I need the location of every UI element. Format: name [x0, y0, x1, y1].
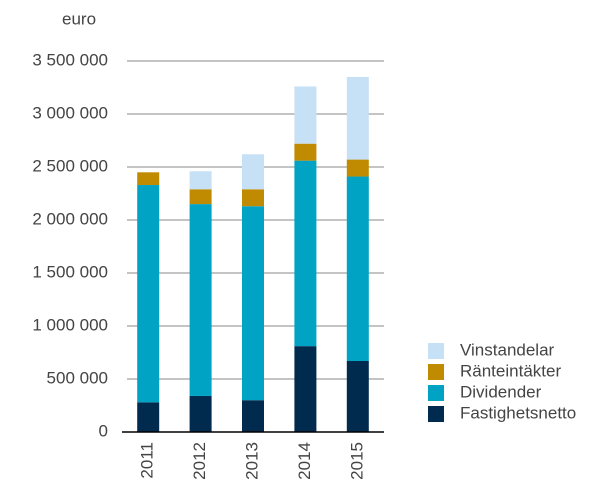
- y-tick-label: 500 000: [47, 368, 108, 387]
- bar-segment: [189, 395, 212, 432]
- bar-segment: [346, 159, 369, 177]
- y-tick-label: 2 500 000: [32, 156, 108, 175]
- x-tick-label: 2015: [347, 442, 366, 480]
- bar-segment: [294, 143, 317, 161]
- bar-segment: [294, 346, 317, 432]
- legend-label: Fastighetsnetto: [460, 403, 576, 422]
- bar-segment: [242, 154, 264, 190]
- y-tick-label: 1 000 000: [32, 315, 108, 334]
- bar-segment: [137, 402, 160, 432]
- legend-label: Dividender: [460, 382, 542, 401]
- bar-segment: [242, 206, 264, 401]
- bar-segment: [189, 189, 212, 205]
- bar-segment: [346, 176, 369, 361]
- legend-label: Ränteintäkter: [460, 361, 561, 380]
- bar-segment: [189, 171, 212, 190]
- bar-segment: [242, 400, 264, 432]
- y-tick-label: 0: [99, 421, 108, 440]
- bar-segment: [294, 86, 317, 144]
- x-tick-label: 2011: [138, 442, 157, 479]
- bar-segment: [346, 360, 369, 432]
- y-tick-label: 3 000 000: [32, 103, 108, 122]
- bar-segment: [242, 189, 264, 207]
- legend-swatch: [428, 343, 444, 359]
- legend-label: Vinstandelar: [460, 340, 555, 359]
- y-axis-label: euro: [62, 9, 96, 28]
- bar-segment: [137, 185, 160, 403]
- x-tick-label: 2014: [295, 442, 314, 480]
- bar-segment: [189, 204, 212, 396]
- legend-swatch: [428, 385, 444, 401]
- legend-swatch: [428, 364, 444, 380]
- y-tick-label: 1 500 000: [32, 262, 108, 281]
- x-tick-label: 2012: [190, 442, 209, 480]
- bar-segment: [346, 76, 369, 160]
- y-tick-label: 2 000 000: [32, 209, 108, 228]
- legend-swatch: [428, 406, 444, 422]
- x-tick-label: 2013: [242, 442, 261, 480]
- bar-segment: [137, 172, 160, 186]
- bar-segment: [294, 160, 317, 347]
- y-tick-label: 3 500 000: [32, 50, 108, 69]
